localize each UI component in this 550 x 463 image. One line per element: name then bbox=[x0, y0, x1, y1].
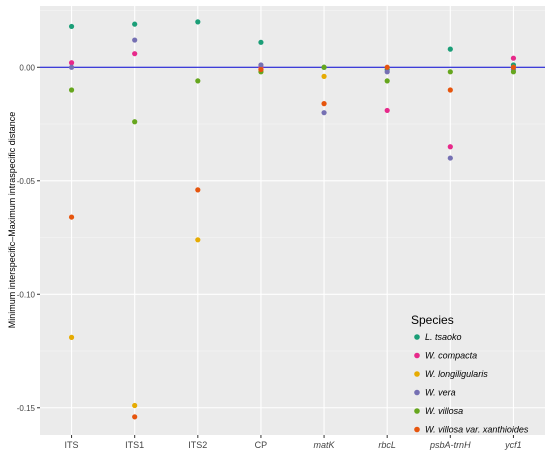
legend-label: L. tsaoko bbox=[425, 332, 462, 342]
legend-key bbox=[414, 334, 420, 340]
legend-label: W. compacta bbox=[425, 351, 477, 361]
data-point bbox=[321, 64, 327, 70]
legend-key bbox=[414, 352, 420, 359]
data-points bbox=[68, 19, 517, 420]
data-point bbox=[258, 66, 264, 73]
legend-key bbox=[414, 371, 420, 377]
x-tick-label: ITS2 bbox=[188, 440, 207, 450]
data-point bbox=[258, 39, 264, 45]
legend-label: W. villosa bbox=[425, 406, 463, 416]
x-tick-label: psbA-trnH bbox=[429, 440, 471, 450]
y-tick-label: 0.00 bbox=[19, 63, 35, 72]
y-axis-ticks: 0.00 -0.05 -0.10 -0.15 bbox=[17, 63, 40, 413]
data-point bbox=[132, 21, 138, 27]
data-point bbox=[195, 19, 201, 25]
legend-label: W. villosa var. xanthioides bbox=[425, 425, 529, 435]
y-tick-label: -0.05 bbox=[17, 177, 36, 186]
legend-items: L. tsaoko W. compacta W. longiligularis W. … bbox=[414, 332, 529, 435]
data-point bbox=[68, 60, 75, 66]
data-point bbox=[447, 144, 453, 150]
x-tick-label: CP bbox=[255, 440, 268, 450]
data-point bbox=[132, 402, 138, 409]
data-point bbox=[132, 37, 138, 43]
legend: Species L. tsaoko W. compacta W. longiligu… bbox=[411, 313, 529, 435]
data-point bbox=[447, 87, 453, 93]
data-point bbox=[68, 64, 75, 70]
x-tick-label: matK bbox=[314, 440, 336, 450]
legend-key bbox=[414, 426, 420, 433]
data-point bbox=[195, 237, 201, 243]
y-tick-label: -0.15 bbox=[17, 404, 36, 413]
data-point bbox=[510, 55, 517, 61]
data-point bbox=[321, 101, 327, 107]
y-axis-label: Minimum interspecific–Maximum intraspeci… bbox=[7, 112, 17, 329]
x-tick-label: ITS1 bbox=[125, 440, 144, 450]
data-point bbox=[447, 155, 453, 161]
data-point bbox=[510, 69, 517, 75]
data-point bbox=[510, 64, 517, 70]
legend-title: Species bbox=[411, 313, 454, 327]
data-point bbox=[68, 23, 75, 30]
legend-key bbox=[414, 408, 420, 414]
x-tick-label: ITS bbox=[65, 440, 79, 450]
data-point bbox=[132, 119, 138, 125]
data-point bbox=[384, 69, 390, 75]
data-point bbox=[68, 214, 75, 220]
data-point bbox=[68, 334, 75, 340]
data-point bbox=[447, 46, 453, 52]
plot-panel bbox=[40, 6, 545, 435]
legend-label: W. vera bbox=[425, 388, 456, 398]
legend-label: W. longiligularis bbox=[425, 369, 488, 379]
data-point bbox=[447, 69, 453, 75]
legend-key bbox=[414, 389, 420, 396]
data-point bbox=[195, 78, 201, 84]
data-point bbox=[258, 62, 264, 68]
x-tick-label: rbcL bbox=[378, 440, 396, 450]
data-point bbox=[384, 64, 390, 70]
data-point bbox=[68, 87, 75, 93]
x-axis-ticks: ITS ITS1 ITS2 CP matK rbcL psbA-trnH ycf1 bbox=[65, 435, 522, 450]
data-point bbox=[321, 110, 327, 116]
data-point bbox=[132, 414, 138, 420]
grid-lines bbox=[40, 6, 545, 435]
data-point bbox=[384, 107, 390, 114]
data-point bbox=[384, 78, 390, 84]
data-point bbox=[132, 51, 138, 57]
data-point bbox=[195, 187, 201, 193]
x-tick-label: ycf1 bbox=[504, 440, 522, 450]
data-point bbox=[321, 73, 327, 79]
y-tick-label: -0.10 bbox=[17, 290, 36, 299]
